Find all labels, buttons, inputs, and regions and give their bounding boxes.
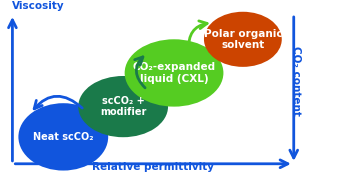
Text: CO₂ content: CO₂ content <box>291 46 301 116</box>
Text: Neat scCO₂: Neat scCO₂ <box>33 132 94 142</box>
Ellipse shape <box>125 39 223 107</box>
Ellipse shape <box>19 103 108 170</box>
Text: scCO₂ +
modifier: scCO₂ + modifier <box>100 96 146 117</box>
Text: CO₂-expanded
liquid (CXL): CO₂-expanded liquid (CXL) <box>132 62 216 84</box>
Text: Polar organic
solvent: Polar organic solvent <box>204 29 282 50</box>
Ellipse shape <box>204 12 282 67</box>
Ellipse shape <box>78 76 168 137</box>
Text: Relative permittivity: Relative permittivity <box>92 162 214 172</box>
Text: Viscosity: Viscosity <box>12 1 65 11</box>
